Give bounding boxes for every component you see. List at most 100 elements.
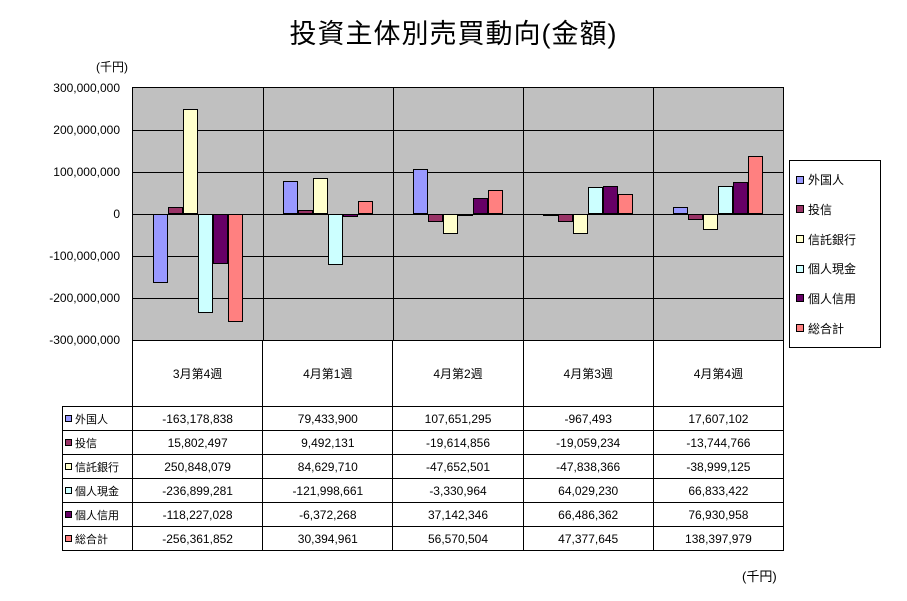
- data-table: 外国人 -163,178,838 79,433,900 107,651,295 -967…: [62, 406, 785, 551]
- value-cell: -236,899,281: [133, 479, 264, 503]
- legend: 外国人投信信託銀行個人現金個人信用総合計: [789, 160, 881, 348]
- legend-color-swatch-icon: [796, 175, 804, 184]
- y-axis-tick-label: 0: [113, 207, 120, 221]
- category-label: 4月第3週: [524, 341, 654, 406]
- legend-color-swatch-icon: [796, 324, 804, 333]
- value-cell: 17,607,102: [653, 407, 785, 431]
- bar: [603, 186, 618, 214]
- category-header-row: 3月第4週 4月第1週 4月第2週 4月第3週 4月第4週: [132, 341, 785, 406]
- bar: [688, 214, 703, 220]
- gridline: [133, 256, 783, 257]
- bar: [168, 207, 183, 214]
- series-name-cell: 個人現金: [63, 479, 133, 503]
- bar: [558, 214, 573, 222]
- legend-color-swatch-icon: [796, 294, 804, 303]
- gridline: [133, 298, 783, 299]
- value-cell: 64,029,230: [523, 479, 654, 503]
- bar: [343, 214, 358, 217]
- bar: [183, 108, 198, 214]
- bar: [198, 214, 213, 314]
- bar: [358, 201, 373, 214]
- legend-item: 総合計: [796, 320, 878, 337]
- bar: [458, 214, 473, 216]
- y-axis-labels: 300,000,000 200,000,000 100,000,000 0 -100,0…: [0, 81, 126, 347]
- table-row: 個人信用 -118,227,028 -6,372,268 37,142,346 66,4…: [63, 503, 785, 527]
- value-cell: 107,651,295: [393, 407, 524, 431]
- table-row: 外国人 -163,178,838 79,433,900 107,651,295 -967…: [63, 407, 785, 431]
- value-cell: -163,178,838: [133, 407, 264, 431]
- value-cell: 76,930,958: [653, 503, 785, 527]
- legend-label: 外国人: [808, 173, 845, 188]
- category-separator-line: [263, 88, 264, 340]
- series-name-label: 個人現金: [75, 485, 119, 498]
- bar: [153, 214, 168, 283]
- bar: [488, 190, 503, 214]
- series-name-cell: 投信: [63, 431, 133, 455]
- value-cell: 15,802,497: [133, 431, 264, 455]
- value-cell: -47,838,366: [523, 455, 654, 479]
- bar: [428, 214, 443, 223]
- value-cell: 66,486,362: [523, 503, 654, 527]
- value-cell: 79,433,900: [263, 407, 394, 431]
- bar: [618, 194, 633, 214]
- series-key-swatch-icon: [65, 463, 72, 470]
- y-axis-tick-label: 100,000,000: [53, 165, 120, 179]
- bar: [673, 206, 688, 214]
- value-cell: 66,833,422: [653, 479, 785, 503]
- y-axis-unit-label: (千円): [96, 60, 128, 74]
- y-axis-tick-label: -100,000,000: [49, 249, 120, 263]
- category-separator-line: [393, 88, 394, 340]
- bar: [588, 187, 603, 214]
- table-row: 個人現金 -236,899,281 -121,998,661 -3,330,964 64…: [63, 479, 785, 503]
- series-name-label: 外国人: [75, 413, 108, 426]
- series-name-cell: 総合計: [63, 527, 133, 551]
- table-row: 投信 15,802,497 9,492,131 -19,614,856 -19,059,…: [63, 431, 785, 455]
- legend-label: 総合計: [808, 321, 845, 336]
- legend-item: 信託銀行: [796, 231, 878, 248]
- bar: [703, 214, 718, 231]
- category-label: 4月第4週: [654, 341, 785, 406]
- legend-label: 個人信用: [808, 291, 857, 306]
- series-name-label: 信託銀行: [75, 461, 119, 474]
- value-cell: 84,629,710: [263, 455, 394, 479]
- y-axis-tick-label: -200,000,000: [49, 291, 120, 305]
- category-label: 4月第2週: [393, 341, 524, 406]
- value-cell: -121,998,661: [263, 479, 394, 503]
- bar: [443, 214, 458, 234]
- legend-color-swatch-icon: [796, 205, 804, 214]
- series-name-label: 総合計: [75, 533, 108, 546]
- legend-item: 個人信用: [796, 290, 878, 307]
- bar: [328, 214, 343, 266]
- y-axis-tick-label: -300,000,000: [49, 333, 120, 347]
- bar: [573, 214, 588, 235]
- series-key-swatch-icon: [65, 439, 72, 446]
- bar: [473, 198, 488, 214]
- value-cell: 30,394,961: [263, 527, 394, 551]
- legend-label: 信託銀行: [808, 232, 857, 247]
- value-cell: -19,614,856: [393, 431, 524, 455]
- bar: [213, 214, 228, 264]
- category-separator-line: [653, 88, 654, 340]
- legend-label: 投信: [808, 202, 833, 217]
- legend-item: 外国人: [796, 171, 878, 188]
- value-cell: 37,142,346: [393, 503, 524, 527]
- value-cell: -6,372,268: [263, 503, 394, 527]
- value-cell: -256,361,852: [133, 527, 264, 551]
- category-label: 3月第4週: [133, 341, 264, 406]
- table-row: 総合計 -256,361,852 30,394,961 56,570,504 47,37…: [63, 527, 785, 551]
- value-cell: -19,059,234: [523, 431, 654, 455]
- value-cell: -967,493: [523, 407, 654, 431]
- value-cell: 250,848,079: [133, 455, 264, 479]
- legend-color-swatch-icon: [796, 264, 804, 273]
- value-cell: -47,652,501: [393, 455, 524, 479]
- series-key-swatch-icon: [65, 535, 72, 542]
- legend-item: 個人現金: [796, 260, 878, 277]
- bar: [283, 180, 298, 214]
- bar: [228, 214, 243, 322]
- bar: [748, 155, 763, 214]
- series-key-swatch-icon: [65, 415, 72, 422]
- bar: [413, 168, 428, 214]
- series-key-swatch-icon: [65, 511, 72, 518]
- series-name-label: 個人信用: [75, 509, 119, 522]
- series-name-label: 投信: [75, 437, 97, 450]
